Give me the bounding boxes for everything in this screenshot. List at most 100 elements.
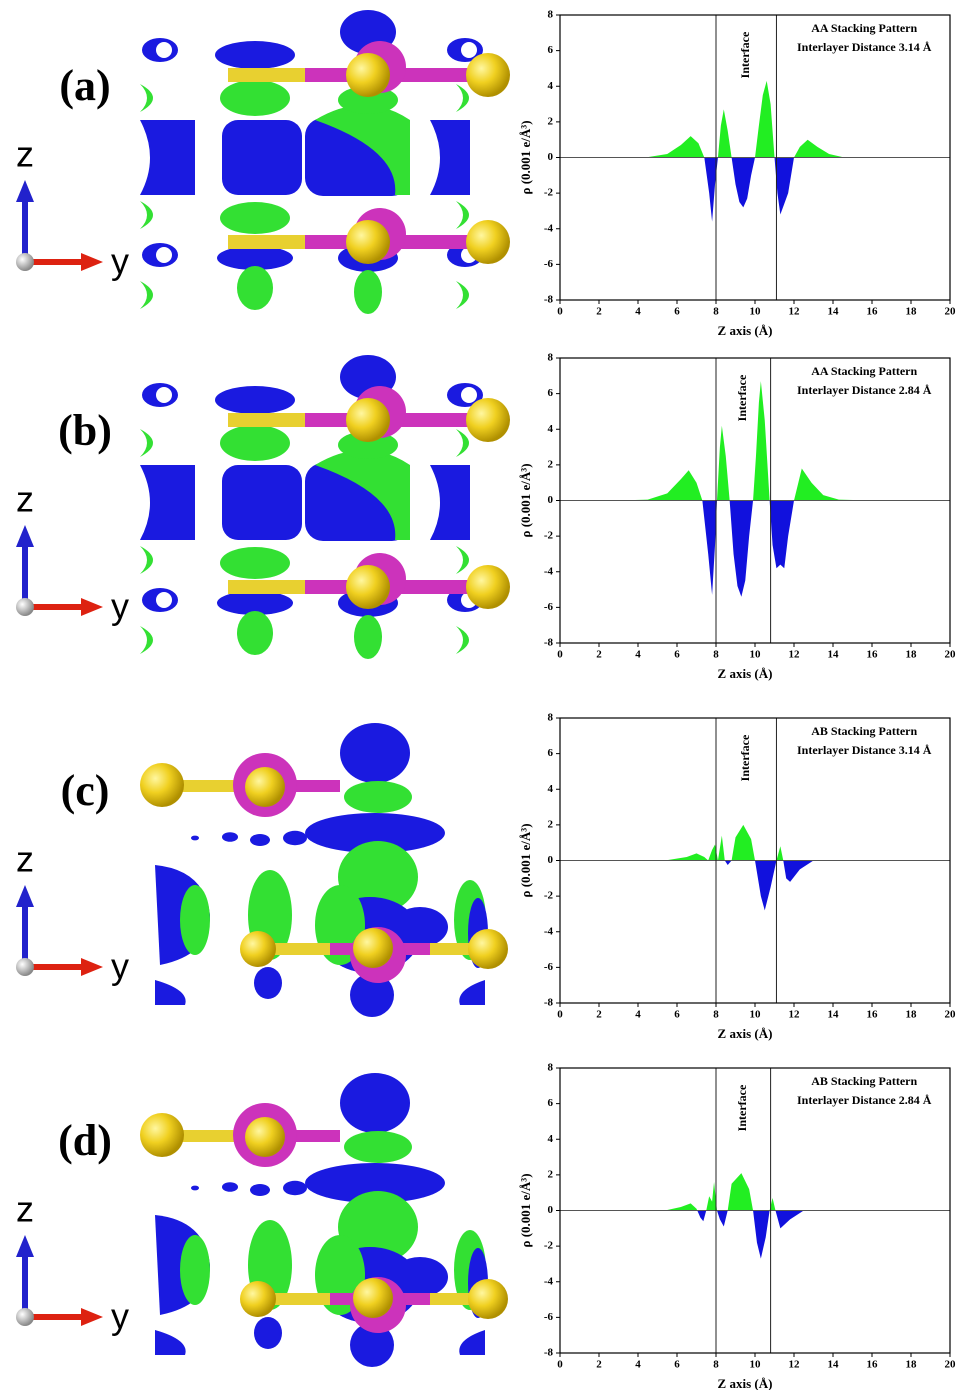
axis-arrow <box>81 253 103 271</box>
x-tick-label: 6 <box>674 1009 680 1021</box>
isosurface <box>459 1330 485 1355</box>
y-tick-label: 0 <box>548 1204 554 1216</box>
x-tick-label: 18 <box>906 306 918 318</box>
structure-view <box>140 1073 508 1367</box>
chart-subtitle: Interlayer Distance 3.14 Å <box>797 40 932 54</box>
y-tick-label: 0 <box>548 151 554 163</box>
isosurface <box>156 387 172 403</box>
isosurface <box>215 41 295 69</box>
axis-arrow <box>81 598 103 616</box>
axis-letter: y <box>111 241 129 282</box>
x-tick-label: 10 <box>750 1359 762 1371</box>
isosurface <box>215 386 295 414</box>
figure: (a)zy(b)zy(c)zy(d)zy-8-6-4-2024680246810… <box>0 0 956 1390</box>
isosurface <box>222 465 302 540</box>
atom <box>245 767 285 807</box>
y-tick-label: 4 <box>548 423 554 435</box>
isosurface <box>220 547 290 579</box>
y-tick-label: -6 <box>544 1311 554 1323</box>
y-tick-label: 4 <box>548 783 554 795</box>
y-tick-label: 2 <box>548 1168 554 1180</box>
x-tick-label: 4 <box>635 306 641 318</box>
y-tick-label: 2 <box>548 818 554 830</box>
x-axis-label: Z axis (Å) <box>718 1376 773 1390</box>
negative-area <box>648 1173 804 1259</box>
x-tick-label: 10 <box>750 306 762 318</box>
x-tick-label: 18 <box>906 649 918 661</box>
x-tick-label: 14 <box>828 649 840 661</box>
isosurface <box>222 120 302 195</box>
atom <box>140 763 184 807</box>
x-tick-label: 14 <box>828 1359 840 1371</box>
x-tick-label: 8 <box>713 1009 719 1021</box>
isosurface <box>140 120 195 195</box>
isosurface <box>283 831 307 845</box>
chart-title: AB Stacking Pattern <box>811 724 917 738</box>
x-tick-label: 0 <box>557 649 563 661</box>
axis-arrow <box>16 525 34 547</box>
y-tick-label: 2 <box>548 458 554 470</box>
y-axis-label: ρ (0.001 e/Å³) <box>518 463 533 537</box>
panel-label: (d) <box>58 1116 112 1165</box>
x-tick-label: 20 <box>945 1359 956 1371</box>
x-tick-label: 16 <box>867 1359 879 1371</box>
isosurface <box>237 611 273 655</box>
isosurface <box>155 980 186 1005</box>
axis-letter: y <box>111 946 129 987</box>
chart-title: AA Stacking Pattern <box>811 21 917 35</box>
y-tick-label: -4 <box>544 925 554 937</box>
atom <box>346 53 390 97</box>
atom <box>353 928 393 968</box>
y-tick-label: 6 <box>548 1097 554 1109</box>
axis-letter: y <box>111 1296 129 1337</box>
isosurface <box>344 781 412 813</box>
isosurface <box>140 429 153 457</box>
x-tick-label: 18 <box>906 1009 918 1021</box>
panel-label: (b) <box>58 406 112 455</box>
atom <box>346 398 390 442</box>
axis-arrow <box>16 1235 34 1257</box>
chart-subtitle: Interlayer Distance 2.84 Å <box>797 383 932 397</box>
y-tick-label: -2 <box>544 530 554 542</box>
axis-origin <box>16 958 34 976</box>
x-tick-label: 18 <box>906 1359 918 1371</box>
x-tick-label: 14 <box>828 306 840 318</box>
chart-title: AB Stacking Pattern <box>811 1074 917 1088</box>
x-tick-label: 0 <box>557 1009 563 1021</box>
isosurface <box>156 592 172 608</box>
chart-title: AA Stacking Pattern <box>811 364 917 378</box>
isosurface <box>222 1182 238 1192</box>
chart-subtitle: Interlayer Distance 3.14 Å <box>797 743 932 757</box>
atom <box>466 220 510 264</box>
interface-annotation: Interface <box>738 734 752 781</box>
isosurface <box>340 723 410 783</box>
y-tick-label: -8 <box>544 1347 554 1359</box>
atom <box>466 398 510 442</box>
x-tick-label: 8 <box>713 306 719 318</box>
y-tick-label: -4 <box>544 1275 554 1287</box>
isosurface <box>140 281 153 309</box>
y-tick-label: -2 <box>544 1240 554 1252</box>
atom <box>353 1278 393 1318</box>
isosurface <box>461 387 477 403</box>
axis-arrow <box>16 180 34 202</box>
isosurface <box>254 1317 282 1349</box>
y-tick-label: 8 <box>548 9 554 21</box>
isosurface <box>220 425 290 461</box>
y-tick-label: -4 <box>544 565 554 577</box>
atom <box>140 1113 184 1157</box>
isosurface <box>456 201 469 229</box>
y-tick-label: 2 <box>548 115 554 127</box>
negative-area <box>619 81 873 222</box>
isosurface <box>140 84 153 112</box>
x-tick-label: 2 <box>596 649 602 661</box>
x-tick-label: 16 <box>867 1009 879 1021</box>
isosurface <box>180 885 210 955</box>
isosurface <box>156 247 172 263</box>
y-tick-label: 4 <box>548 80 554 92</box>
y-tick-label: 6 <box>548 44 554 56</box>
x-tick-label: 20 <box>945 306 956 318</box>
isosurface <box>222 832 238 842</box>
y-tick-label: 0 <box>548 854 554 866</box>
axis-letter: z <box>16 1189 34 1230</box>
